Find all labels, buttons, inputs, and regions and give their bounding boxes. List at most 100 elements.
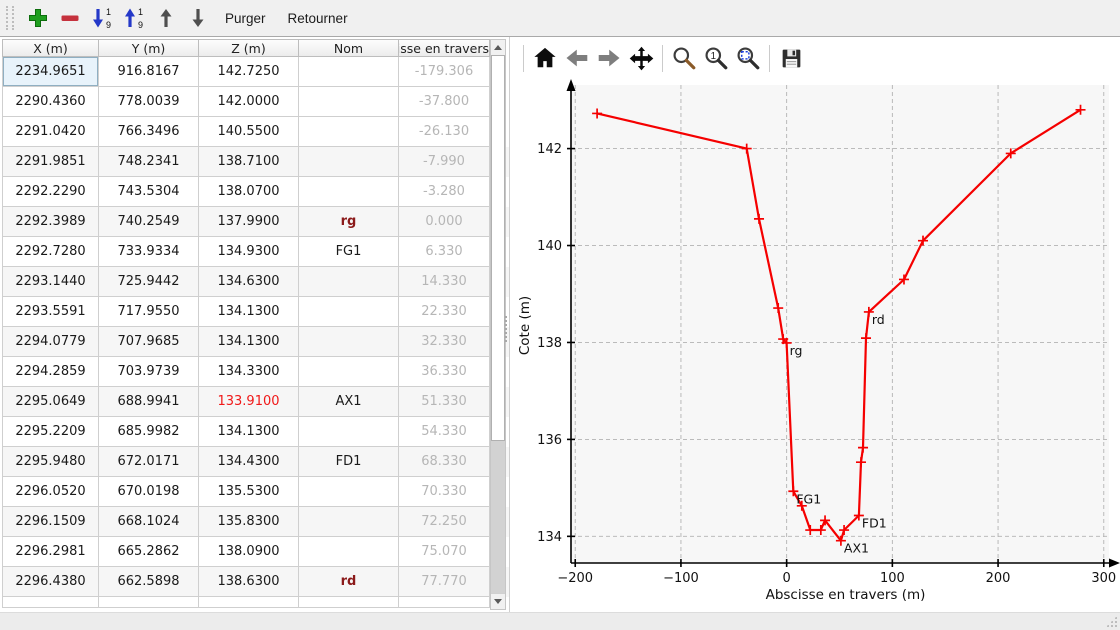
table-cell[interactable]: 743.5304 xyxy=(99,177,199,207)
table-cell[interactable]: -7.990 xyxy=(399,147,490,177)
table-cell[interactable] xyxy=(199,597,299,608)
table-cell[interactable]: 2295.9480 xyxy=(2,447,99,477)
cross-section-chart[interactable]: −200 −100 0 100 200 300 134 136 138 140 142 rg FG1 AX… xyxy=(510,78,1120,612)
table-cell[interactable] xyxy=(299,87,399,117)
table-cell[interactable]: 2296.0520 xyxy=(2,477,99,507)
table-cell[interactable]: rg xyxy=(299,207,399,237)
table-cell[interactable]: 688.9941 xyxy=(99,387,199,417)
column-header[interactable]: Abscisse en travers xyxy=(399,39,490,57)
table-cell[interactable]: 668.1024 xyxy=(99,507,199,537)
column-header[interactable]: Z (m) xyxy=(199,39,299,57)
table-cell[interactable]: 72.250 xyxy=(399,507,490,537)
table-cell[interactable]: 778.0039 xyxy=(99,87,199,117)
column-header[interactable]: Nom xyxy=(299,39,399,57)
table-cell[interactable]: AX1 xyxy=(299,387,399,417)
scrollbar-track[interactable] xyxy=(491,441,505,595)
table-cell[interactable]: 2292.3989 xyxy=(2,207,99,237)
table-cell[interactable]: 685.9982 xyxy=(99,417,199,447)
table-cell[interactable]: 2296.4380 xyxy=(2,567,99,597)
table-cell[interactable]: 138.6300 xyxy=(199,567,299,597)
sort-ascending-button[interactable]: 1 9 xyxy=(86,2,118,34)
scroll-down-button[interactable] xyxy=(491,593,505,609)
table-cell[interactable]: 2295.2209 xyxy=(2,417,99,447)
table-cell[interactable]: 36.330 xyxy=(399,357,490,387)
table-cell[interactable]: 2296.1509 xyxy=(2,507,99,537)
move-up-button[interactable] xyxy=(150,2,182,34)
table-cell[interactable]: 138.0700 xyxy=(199,177,299,207)
table-cell[interactable]: 134.1300 xyxy=(199,417,299,447)
zoom-original-button[interactable]: 1 xyxy=(701,43,731,73)
table-cell[interactable]: 142.7250 xyxy=(199,57,299,87)
table-cell[interactable]: 22.330 xyxy=(399,297,490,327)
table-cell[interactable]: 916.8167 xyxy=(99,57,199,87)
table-cell[interactable]: 703.9739 xyxy=(99,357,199,387)
table-cell[interactable]: -179.306 xyxy=(399,57,490,87)
table-cell[interactable]: -3.280 xyxy=(399,177,490,207)
table-cell[interactable]: 138.7100 xyxy=(199,147,299,177)
table-cell[interactable]: FG1 xyxy=(299,237,399,267)
table-cell[interactable]: 2293.1440 xyxy=(2,267,99,297)
table-cell[interactable] xyxy=(299,297,399,327)
table-cell[interactable]: 2293.5591 xyxy=(2,297,99,327)
table-cell[interactable] xyxy=(399,597,490,608)
table-cell[interactable]: 134.9300 xyxy=(199,237,299,267)
table-cell[interactable]: -26.130 xyxy=(399,117,490,147)
table-cell[interactable]: 725.9442 xyxy=(99,267,199,297)
table-cell[interactable]: 2292.7280 xyxy=(2,237,99,267)
zoom-region-button[interactable] xyxy=(733,43,763,73)
table-cell[interactable]: FD1 xyxy=(299,447,399,477)
table-cell[interactable]: 140.5500 xyxy=(199,117,299,147)
table-cell[interactable]: 707.9685 xyxy=(99,327,199,357)
table-cell[interactable]: 134.4300 xyxy=(199,447,299,477)
table-cell[interactable]: 2294.2859 xyxy=(2,357,99,387)
toolbar-drag-handle[interactable] xyxy=(6,6,14,30)
table-cell[interactable]: 766.3496 xyxy=(99,117,199,147)
remove-point-button[interactable] xyxy=(54,2,86,34)
table-cell[interactable]: 2296.2981 xyxy=(2,537,99,567)
table-cell[interactable]: 137.9900 xyxy=(199,207,299,237)
add-point-button[interactable] xyxy=(22,2,54,34)
retourner-button[interactable]: Retourner xyxy=(277,2,359,34)
table-cell[interactable]: 134.1300 xyxy=(199,327,299,357)
table-cell[interactable] xyxy=(299,537,399,567)
purger-button[interactable]: Purger xyxy=(214,2,277,34)
table-cell[interactable]: 138.0900 xyxy=(199,537,299,567)
scroll-up-button[interactable] xyxy=(491,40,505,56)
table-scrollbar[interactable] xyxy=(490,39,506,610)
table-cell[interactable]: 2295.0649 xyxy=(2,387,99,417)
table-cell[interactable] xyxy=(2,597,99,608)
resize-grip-icon[interactable] xyxy=(1106,616,1117,627)
table-cell[interactable]: 2292.2290 xyxy=(2,177,99,207)
table-cell[interactable]: -37.800 xyxy=(399,87,490,117)
table-cell[interactable] xyxy=(299,597,399,608)
table-cell[interactable]: 717.9550 xyxy=(99,297,199,327)
table-cell[interactable]: 670.0198 xyxy=(99,477,199,507)
table-cell[interactable]: 70.330 xyxy=(399,477,490,507)
table-cell[interactable]: 14.330 xyxy=(399,267,490,297)
save-figure-button[interactable] xyxy=(776,43,806,73)
table-cell[interactable]: 2291.0420 xyxy=(2,117,99,147)
table-cell[interactable]: 665.2862 xyxy=(99,537,199,567)
table-cell[interactable]: rd xyxy=(299,567,399,597)
panel-splitter[interactable] xyxy=(505,316,510,342)
table-cell[interactable]: 0.000 xyxy=(399,207,490,237)
table-cell[interactable]: 135.5300 xyxy=(199,477,299,507)
table-cell[interactable]: 2294.0779 xyxy=(2,327,99,357)
table-cell[interactable]: 733.9334 xyxy=(99,237,199,267)
table-cell[interactable]: 740.2549 xyxy=(99,207,199,237)
table-cell[interactable]: 2234.9651 xyxy=(2,57,99,87)
table-cell[interactable]: 68.330 xyxy=(399,447,490,477)
table-cell[interactable]: 662.5898 xyxy=(99,567,199,597)
table-cell[interactable] xyxy=(299,267,399,297)
table-cell[interactable] xyxy=(99,597,199,608)
table-cell[interactable]: 142.0000 xyxy=(199,87,299,117)
table-cell[interactable] xyxy=(299,147,399,177)
table-cell[interactable]: 748.2341 xyxy=(99,147,199,177)
table-cell[interactable]: 77.770 xyxy=(399,567,490,597)
table-cell[interactable] xyxy=(299,477,399,507)
table-cell[interactable]: 133.9100 xyxy=(199,387,299,417)
table-cell[interactable]: 32.330 xyxy=(399,327,490,357)
home-view-button[interactable] xyxy=(530,43,560,73)
table-cell[interactable]: 135.8300 xyxy=(199,507,299,537)
table-cell[interactable]: 51.330 xyxy=(399,387,490,417)
